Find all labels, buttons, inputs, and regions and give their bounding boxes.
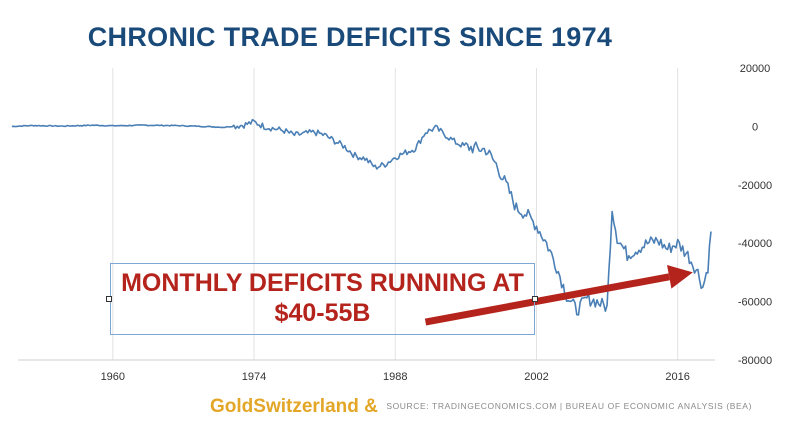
series-layer bbox=[11, 118, 712, 316]
y-tick-label: -40000 bbox=[738, 238, 772, 250]
selection-handle-right[interactable] bbox=[532, 296, 538, 302]
footer: GoldSwitzerland & SOURCE: TRADINGECONOMI… bbox=[210, 396, 752, 418]
y-axis: 20000 0 -20000 -40000 -60000 -80000 bbox=[738, 63, 772, 367]
y-tick-label: -20000 bbox=[738, 180, 772, 192]
x-tick-label: 2016 bbox=[665, 371, 689, 383]
x-tick-label: 2002 bbox=[524, 371, 548, 383]
selection-handle-left[interactable] bbox=[106, 296, 112, 302]
y-tick-label: -60000 bbox=[738, 297, 772, 309]
y-tick-label: -80000 bbox=[738, 355, 772, 367]
annotation-arrow-head bbox=[667, 264, 693, 289]
source-credit: SOURCE: TRADINGECONOMICS.COM | BUREAU OF… bbox=[386, 401, 753, 411]
x-tick-label: 1974 bbox=[242, 371, 266, 383]
series-line-balance-of-trade bbox=[11, 118, 712, 316]
y-tick-label: 0 bbox=[752, 121, 758, 133]
x-tick-label: 1960 bbox=[101, 371, 125, 383]
grid-layer bbox=[18, 68, 715, 361]
annotation-arrow-layer bbox=[424, 264, 693, 326]
callout-line-1: MONTHLY DEFICITS RUNNING AT bbox=[121, 269, 524, 297]
chart-title: CHRONIC TRADE DEFICITS SINCE 1974 bbox=[87, 22, 613, 52]
brand-logo-text: GoldSwitzerland & bbox=[210, 396, 378, 417]
x-axis: 1960 1974 1988 2002 2016 bbox=[101, 371, 690, 383]
y-tick-label: 20000 bbox=[740, 63, 771, 75]
callout-line-2: $40-55B bbox=[274, 299, 371, 327]
x-tick-label: 1988 bbox=[383, 371, 407, 383]
callout-box[interactable]: MONTHLY DEFICITS RUNNING AT $40-55B bbox=[110, 263, 535, 335]
annotation-arrow-shaft bbox=[424, 273, 670, 326]
